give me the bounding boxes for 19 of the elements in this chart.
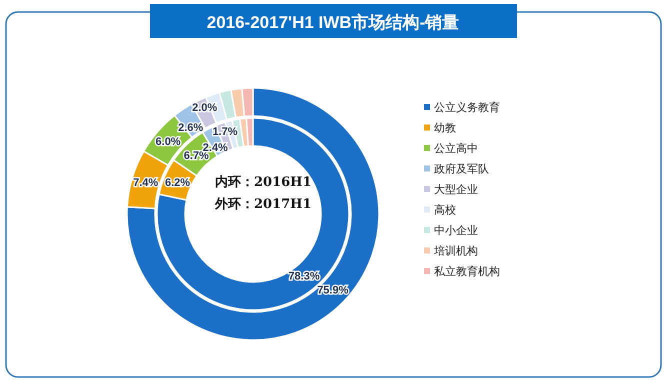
- legend-label: 大型企业: [434, 183, 478, 196]
- text: 内环：2016H1: [215, 175, 312, 190]
- text: 外环：2017H1: [214, 197, 312, 212]
- data-label: 1.7%: [212, 126, 238, 138]
- legend-label: 私立教育机构: [434, 265, 500, 278]
- data-label: 75.9%: [317, 284, 349, 297]
- data-label: 78.3%: [288, 270, 320, 283]
- legend-label: 幼教: [434, 122, 456, 134]
- legend-label: 培训机构: [433, 244, 478, 258]
- legend-label: 高校: [434, 204, 456, 216]
- legend-label: 公立高中: [434, 142, 478, 155]
- data-label: 7.4%: [133, 177, 158, 190]
- data-label: 6.0%: [156, 136, 181, 148]
- chart-title: 2016-2017'H1 IWB市场结构-销量: [206, 13, 460, 32]
- legend-label: 中小企业: [434, 224, 478, 237]
- legend-label: 公立义务教育: [434, 101, 500, 114]
- data-label: 2.0%: [192, 102, 218, 114]
- legend-label: 政府及军队: [434, 162, 489, 176]
- data-label: 6.2%: [165, 176, 190, 189]
